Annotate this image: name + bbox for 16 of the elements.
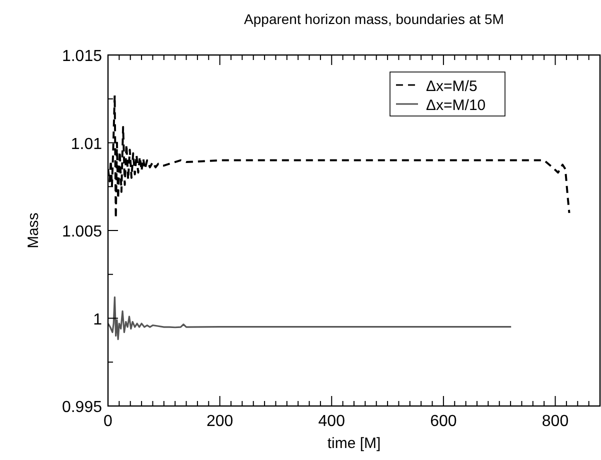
chart-title: Apparent horizon mass, boundaries at 5M bbox=[244, 11, 504, 27]
x-tick-label: 200 bbox=[206, 413, 234, 430]
y-tick-label: 0.995 bbox=[62, 399, 102, 416]
x-tick-label: 0 bbox=[104, 413, 113, 430]
legend-label: Δx=M/5 bbox=[426, 78, 478, 95]
x-tick-label: 600 bbox=[430, 413, 457, 430]
y-tick-label: 1.005 bbox=[62, 224, 102, 240]
y-axis-title: Mass bbox=[25, 212, 42, 248]
y-tick-label: 1.01 bbox=[70, 136, 102, 153]
x-tick-label: 800 bbox=[542, 413, 569, 430]
x-axis-title: time [M] bbox=[327, 435, 381, 452]
y-tick-label: 1.015 bbox=[62, 48, 102, 65]
y-tick-label: 1 bbox=[93, 311, 102, 328]
x-tick-label: 400 bbox=[318, 413, 346, 430]
legend-label: Δx=M/10 bbox=[426, 97, 486, 114]
line-series bbox=[108, 296, 512, 340]
